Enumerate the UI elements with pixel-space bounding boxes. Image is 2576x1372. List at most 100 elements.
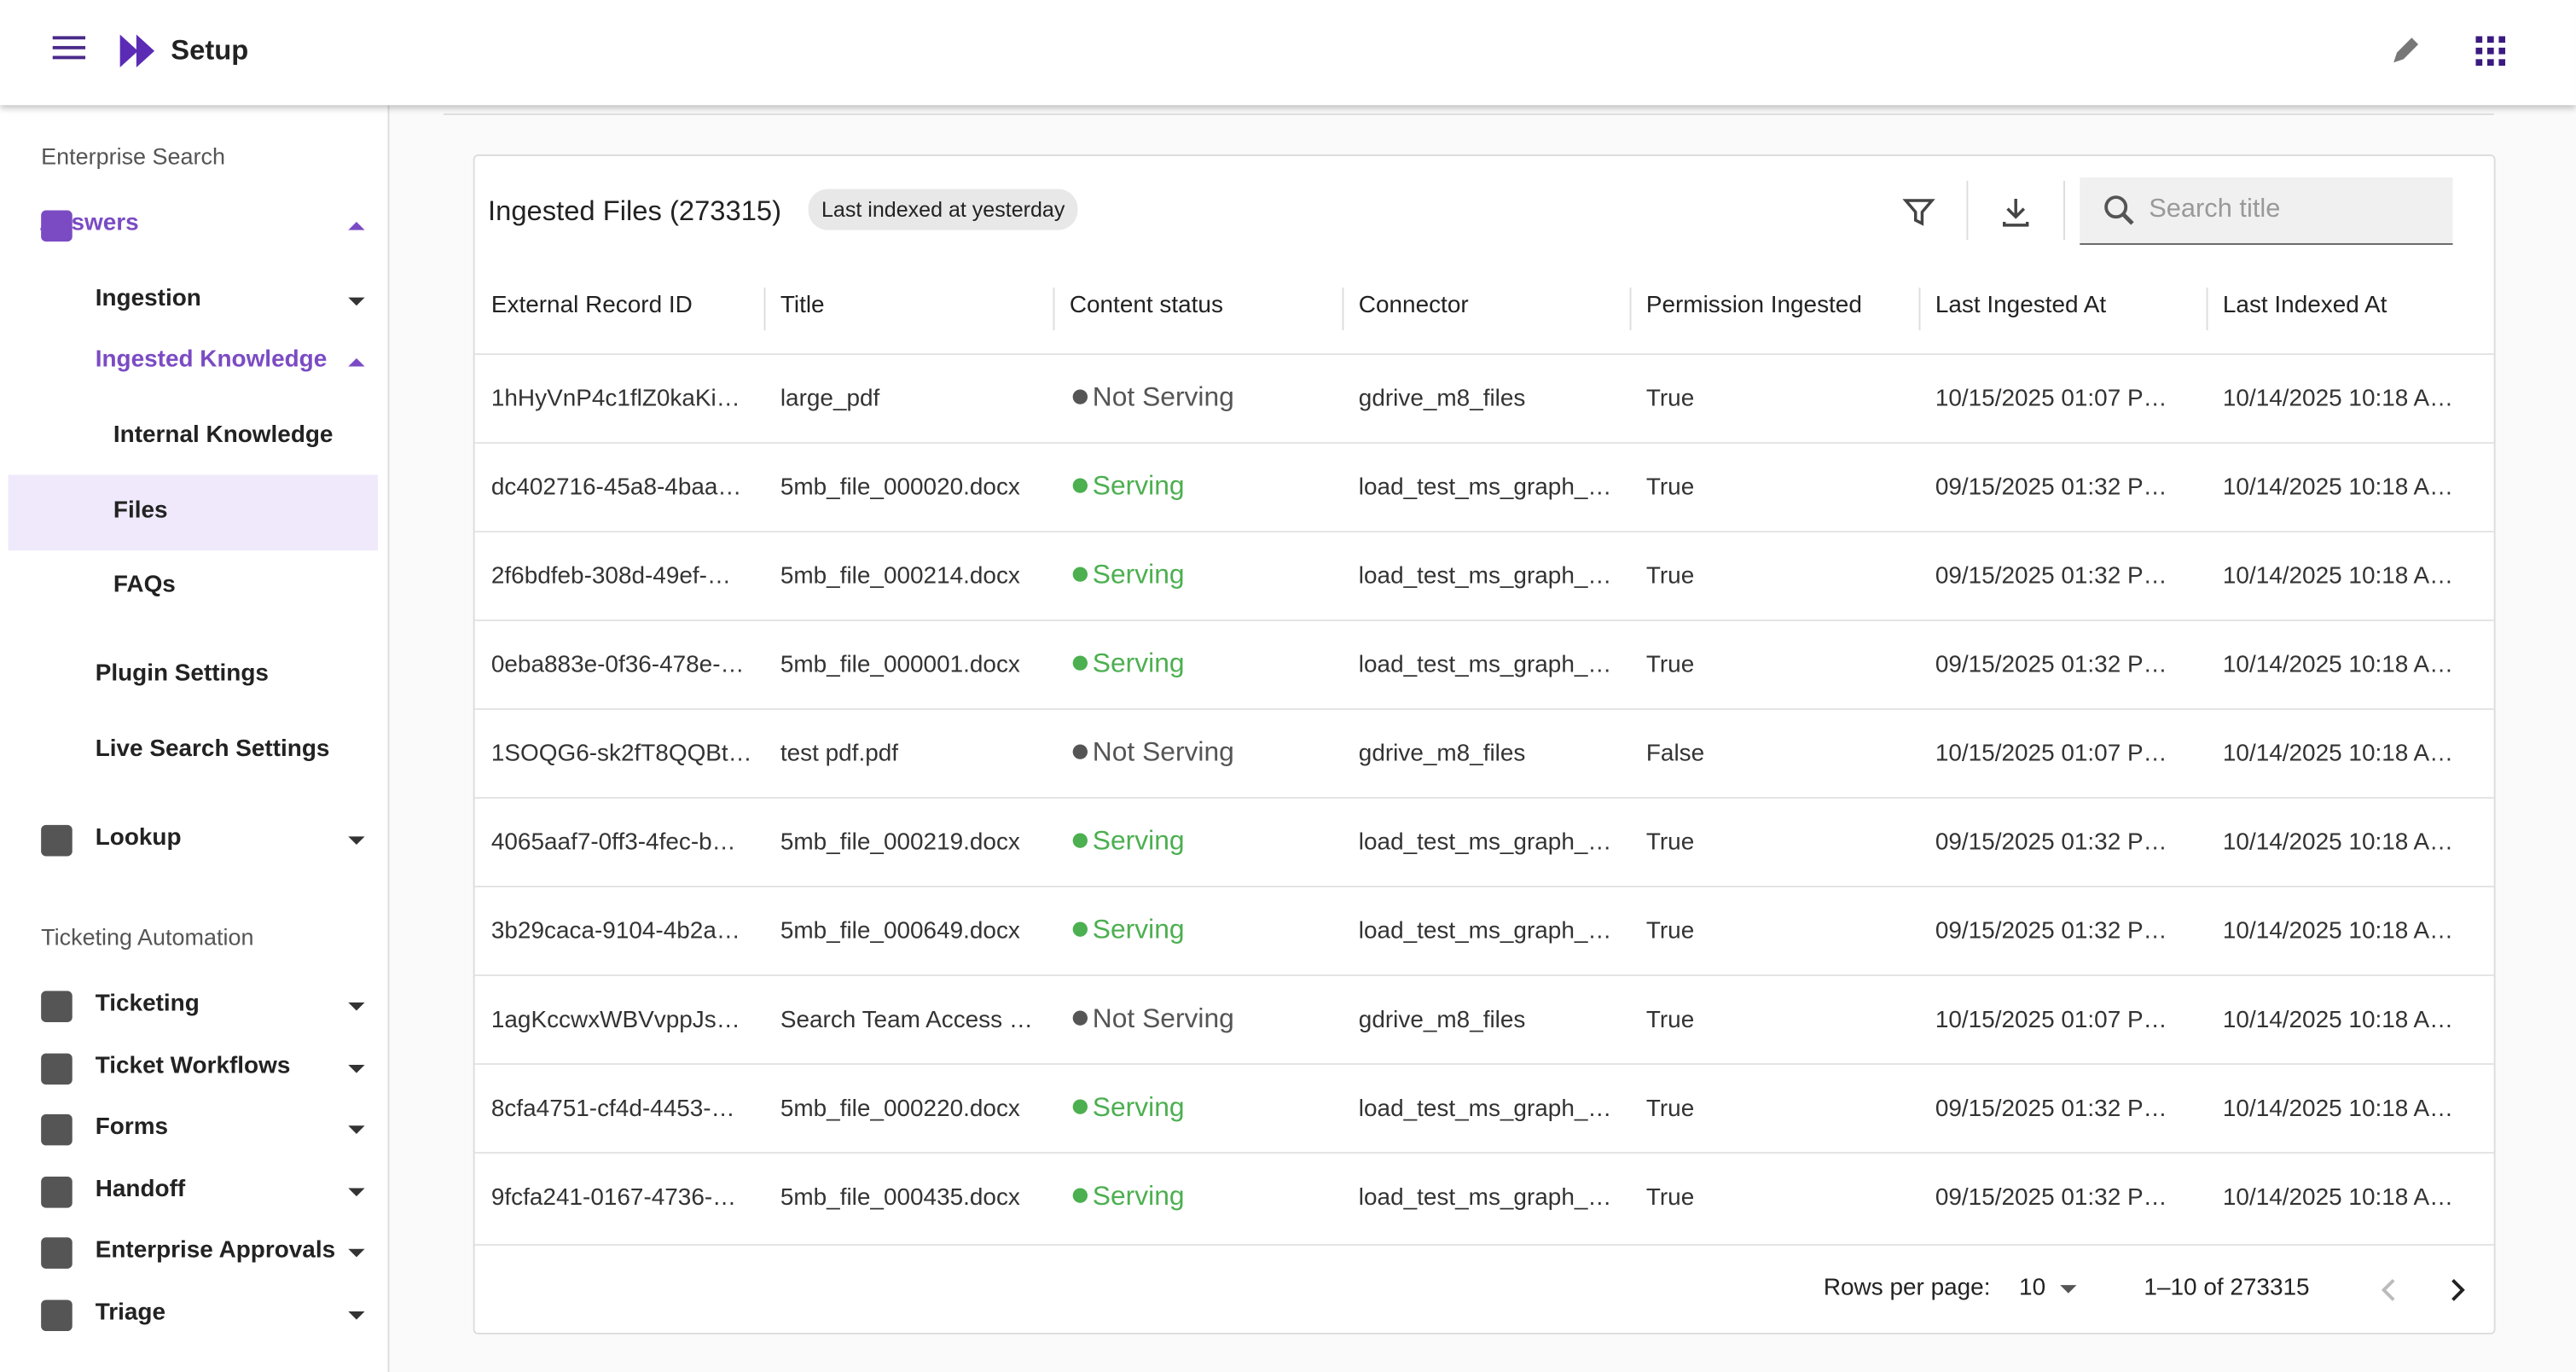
nav-item[interactable]: Plugin Settings bbox=[95, 660, 269, 688]
nav-item[interactable]: Live Search Settings bbox=[95, 735, 330, 763]
nav-item[interactable]: Internal Knowledge bbox=[113, 421, 334, 449]
cell: 10/14/2025 10:18 A… bbox=[2222, 1096, 2454, 1123]
cell: gdrive_m8_files bbox=[1358, 386, 1526, 413]
nav-item[interactable]: Handoff bbox=[95, 1177, 186, 1203]
nav-icon bbox=[41, 210, 73, 242]
table-row: 2f6bdfeb-308d-49ef-… 5mb_file_000214.docx… bbox=[474, 531, 2494, 621]
prev-page[interactable] bbox=[2377, 1276, 2400, 1305]
status-dot bbox=[1072, 1010, 1088, 1026]
column-header[interactable]: Permission Ingested bbox=[1645, 292, 1862, 319]
nav-caret bbox=[348, 1125, 365, 1134]
column-header[interactable]: Connector bbox=[1358, 292, 1469, 319]
cell: 10/15/2025 01:07 P… bbox=[1935, 741, 2167, 768]
status-text: Serving bbox=[1092, 826, 1185, 857]
cell: 10/15/2025 01:07 P… bbox=[1935, 1007, 2167, 1034]
status-cell: Serving bbox=[1072, 826, 1185, 858]
cell: 2f6bdfeb-308d-49ef-… bbox=[490, 563, 731, 590]
status-text: Not Serving bbox=[1092, 1003, 1234, 1034]
cell: Search Team Access … bbox=[780, 1007, 1033, 1034]
status-dot bbox=[1072, 478, 1088, 493]
nav-icon bbox=[41, 1299, 73, 1332]
next-page[interactable] bbox=[2446, 1276, 2469, 1305]
nav-item[interactable]: Files bbox=[113, 497, 168, 525]
cell: 3b29caca-9104-4b2a… bbox=[490, 918, 740, 945]
column-header[interactable]: Last Ingested At bbox=[1935, 292, 2107, 319]
nav-item[interactable]: Forms bbox=[95, 1113, 169, 1141]
cell: 5mb_file_000219.docx bbox=[780, 829, 1020, 857]
cell: load_test_ms_graph_… bbox=[1358, 1096, 1612, 1123]
cell: 5mb_file_000001.docx bbox=[780, 652, 1020, 679]
status-cell: Not Serving bbox=[1072, 1003, 1234, 1036]
nav-item[interactable]: Answers bbox=[39, 210, 139, 237]
cell: 4065aaf7-0ff3-4fec-b… bbox=[490, 829, 736, 857]
nav-item[interactable]: Ticketing bbox=[95, 991, 200, 1018]
nav-caret bbox=[348, 1188, 365, 1197]
top-bar: Setup bbox=[0, 0, 2576, 106]
filter-button[interactable] bbox=[1902, 195, 1935, 229]
cell: load_test_ms_graph_… bbox=[1358, 1184, 1612, 1212]
cell: 10/14/2025 10:18 A… bbox=[2222, 474, 2454, 502]
table-row: dc402716-45a8-4baa… 5mb_file_000020.docx S… bbox=[474, 442, 2494, 532]
cell: True bbox=[1645, 563, 1695, 590]
cell: 09/15/2025 01:32 P… bbox=[1935, 474, 2167, 502]
select-caret bbox=[2060, 1285, 2077, 1294]
card-title: Ingested Files (273315) bbox=[488, 195, 782, 227]
cell: 10/15/2025 01:07 P… bbox=[1935, 386, 2167, 413]
cell: load_test_ms_graph_… bbox=[1358, 652, 1612, 679]
nav-item[interactable]: Lookup bbox=[95, 824, 182, 852]
column-header[interactable]: External Record ID bbox=[490, 292, 693, 319]
status-dot bbox=[1072, 655, 1088, 671]
menu-button[interactable] bbox=[52, 34, 86, 61]
nav-item[interactable]: Ingestion bbox=[95, 286, 201, 312]
status-text: Serving bbox=[1092, 915, 1185, 945]
status-cell: Serving bbox=[1072, 648, 1185, 681]
files-card: Ingested Files (273315) Last indexed at … bbox=[473, 154, 2496, 1334]
cell: 8cfa4751-cf4d-4453-… bbox=[490, 1096, 735, 1123]
table: External Record ID Title Content status Con… bbox=[474, 265, 2494, 1244]
nav-item[interactable]: FAQs bbox=[113, 572, 176, 599]
cell: 09/15/2025 01:32 P… bbox=[1935, 918, 2167, 945]
cell: True bbox=[1645, 474, 1695, 502]
column-divider bbox=[1342, 288, 1344, 331]
cell: 9fcfa241-0167-4736-… bbox=[490, 1184, 737, 1212]
status-cell: Serving bbox=[1072, 1093, 1185, 1125]
sidebar: Enterprise Search Answers Ingestion Ingeste… bbox=[0, 105, 390, 1372]
cell: 10/14/2025 10:18 A… bbox=[2222, 1007, 2454, 1034]
nav-item[interactable]: Ticket Workflows bbox=[95, 1053, 291, 1080]
status-dot bbox=[1072, 744, 1088, 759]
search-box[interactable]: Search title bbox=[2080, 177, 2453, 245]
nav-item[interactable]: Ingested Knowledge bbox=[95, 346, 328, 374]
nav-item[interactable]: Triage bbox=[95, 1299, 165, 1327]
status-text: Serving bbox=[1092, 648, 1185, 679]
cell: 5mb_file_000220.docx bbox=[780, 1096, 1020, 1123]
logo bbox=[119, 34, 155, 67]
table-row: 8cfa4751-cf4d-4453-… 5mb_file_000220.docx… bbox=[474, 1063, 2494, 1154]
column-divider bbox=[1918, 288, 1921, 331]
rows-per-page-select[interactable]: 10 bbox=[2019, 1275, 2046, 1302]
status-dot bbox=[1072, 567, 1088, 582]
column-header[interactable]: Last Indexed At bbox=[2222, 292, 2387, 319]
status-cell: Serving bbox=[1072, 561, 1185, 592]
status-text: Not Serving bbox=[1092, 382, 1234, 413]
status-dot bbox=[1072, 1099, 1088, 1114]
column-header[interactable]: Title bbox=[780, 292, 825, 319]
apps-button[interactable] bbox=[2475, 36, 2506, 67]
column-divider bbox=[1053, 288, 1055, 331]
download-button[interactable] bbox=[1999, 195, 2033, 229]
column-header[interactable]: Content status bbox=[1069, 292, 1223, 319]
nav-item[interactable]: Enterprise Approvals bbox=[95, 1237, 336, 1264]
cell: True bbox=[1645, 1096, 1695, 1123]
cell: 09/15/2025 01:32 P… bbox=[1935, 652, 2167, 679]
page-range: 1–10 of 273315 bbox=[2144, 1275, 2310, 1302]
nav-caret bbox=[348, 358, 365, 367]
cell: load_test_ms_graph_… bbox=[1358, 918, 1612, 945]
cell: True bbox=[1645, 1007, 1695, 1034]
header-row: External Record ID Title Content status Con… bbox=[475, 265, 2494, 353]
table-row: 1hHyVnP4c1flZ0kaKi… large_pdf Not Serving g… bbox=[474, 353, 2494, 444]
edit-button[interactable] bbox=[2388, 34, 2422, 67]
column-divider bbox=[1629, 288, 1632, 331]
nav-icon bbox=[41, 824, 73, 857]
cell: 5mb_file_000435.docx bbox=[780, 1184, 1020, 1212]
nav-caret bbox=[348, 297, 365, 306]
nav-icon bbox=[41, 991, 73, 1022]
